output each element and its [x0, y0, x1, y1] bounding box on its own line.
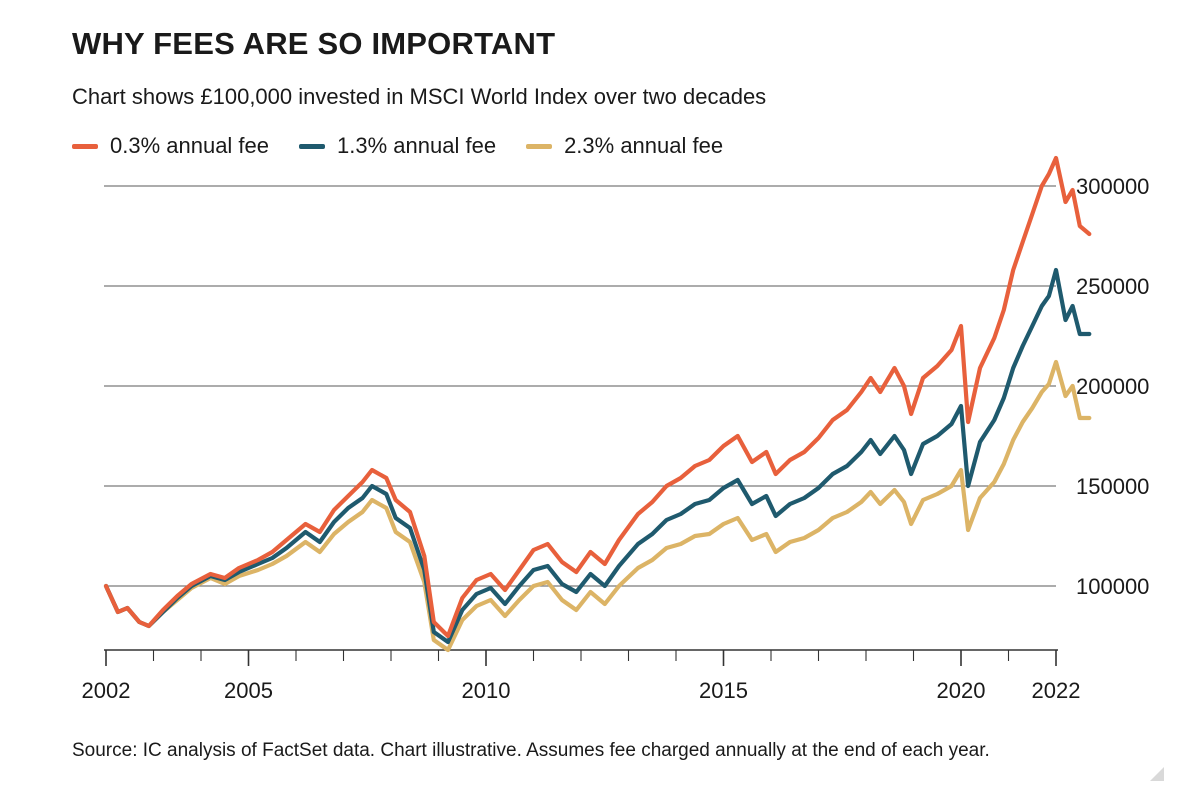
y-tick-label-300000: 300000 — [1076, 174, 1149, 199]
legend-swatch-fee-low — [72, 143, 98, 149]
chart-title: WHY FEES ARE SO IMPORTANT — [72, 26, 556, 61]
series-line-fee-high — [103, 359, 1092, 653]
x-tick-label-2015: 2015 — [699, 678, 748, 703]
y-tick-label-200000: 200000 — [1076, 374, 1149, 399]
x-tick-label-2020: 2020 — [937, 678, 986, 703]
legend-swatch-fee-high — [526, 143, 553, 149]
chart-subtitle: Chart shows £100,000 invested in MSCI Wo… — [72, 84, 767, 109]
x-tick-label-2002: 2002 — [82, 678, 131, 703]
legend-item-fee-mid: 1.3% annual fee — [299, 133, 496, 159]
legend-item-fee-low: 0.3% annual fee — [72, 133, 269, 159]
source-note: Source: IC analysis of FactSet data. Cha… — [72, 740, 990, 761]
x-tick-label-2010: 2010 — [462, 678, 511, 703]
y-tick-label-100000: 100000 — [1076, 574, 1149, 599]
legend-label-fee-mid: 1.3% annual fee — [337, 133, 497, 158]
x-tick-label-2022: 2022 — [1032, 678, 1081, 703]
legend-label-fee-low: 0.3% annual fee — [110, 133, 270, 158]
x-tick-label-2005: 2005 — [224, 678, 273, 703]
y-tick-label-150000: 150000 — [1076, 474, 1149, 499]
chart-legend: 0.3% annual fee 1.3% annual fee 2.3% ann… — [72, 133, 723, 159]
legend-item-fee-high: 2.3% annual fee — [526, 133, 723, 159]
series-line-fee-mid — [103, 267, 1092, 645]
legend-swatch-fee-mid — [299, 143, 326, 149]
legend-label-fee-high: 2.3% annual fee — [564, 133, 724, 158]
page-corner-decoration — [1150, 767, 1164, 781]
series-line-fee-low — [103, 155, 1092, 639]
y-tick-label-250000: 250000 — [1076, 274, 1149, 299]
